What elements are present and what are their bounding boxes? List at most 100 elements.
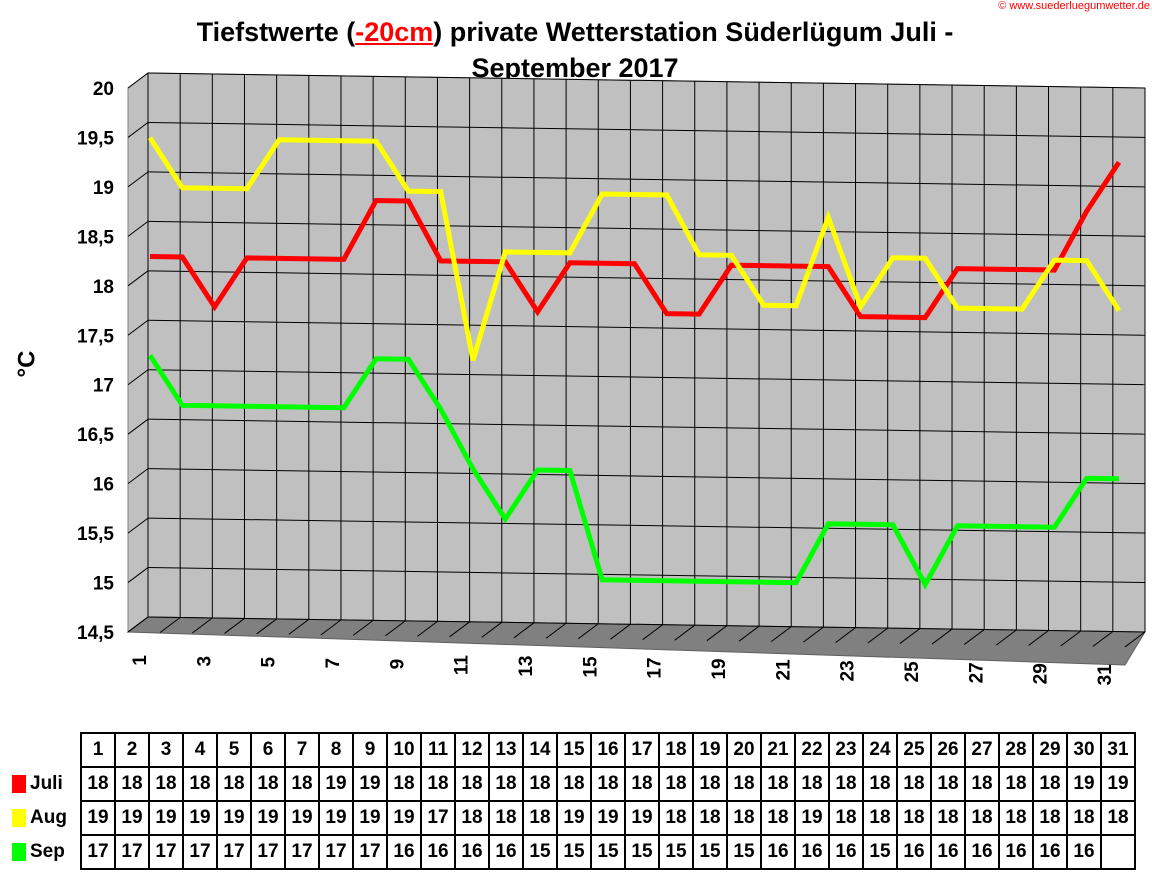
series-line-aug bbox=[147, 136, 1122, 361]
table-cell: 19 bbox=[148, 800, 184, 836]
table-cell: 18 bbox=[658, 800, 694, 836]
x-tick-label: 13 bbox=[516, 655, 537, 676]
table-cell: 16 bbox=[930, 834, 966, 870]
table-cell: 15 bbox=[522, 834, 558, 870]
table-cell: 18 bbox=[1066, 800, 1102, 836]
table-cell: 18 bbox=[114, 766, 150, 802]
table-cell: 19 bbox=[80, 800, 116, 836]
table-cell: 19 bbox=[590, 800, 626, 836]
legend-swatch bbox=[12, 842, 26, 861]
table-header-cell: 31 bbox=[1100, 732, 1136, 768]
table-header-row: 1 2 3 4 5 6 7 8 9 10 11 12 13 14 15 16 17 18 19 20 21 22 23 24 2… bbox=[8, 732, 1136, 768]
table-cell: 16 bbox=[794, 834, 830, 870]
table-cell: 19 bbox=[1100, 766, 1136, 802]
table-cell: 18 bbox=[1032, 800, 1068, 836]
floor-gridline bbox=[1028, 630, 1049, 646]
table-cell: 18 bbox=[828, 766, 864, 802]
table-cell: 19 bbox=[318, 766, 354, 802]
gridline bbox=[127, 220, 149, 237]
table-cell: 15 bbox=[726, 834, 762, 870]
table-cell: 18 bbox=[658, 766, 694, 802]
floor-gridline bbox=[513, 622, 535, 639]
table-cell: 16 bbox=[760, 834, 796, 870]
gridline bbox=[127, 122, 149, 138]
table-header-cell: 8 bbox=[318, 732, 354, 768]
gridline bbox=[147, 418, 1146, 435]
table-cell: 15 bbox=[556, 834, 592, 870]
table-cell: 15 bbox=[624, 834, 660, 870]
table-cell: 19 bbox=[386, 800, 422, 836]
gridline bbox=[147, 171, 1146, 188]
gridline bbox=[147, 567, 1146, 584]
table-cell: 18 bbox=[1100, 800, 1136, 836]
table-header-cell: 10 bbox=[386, 732, 422, 768]
table-cell bbox=[1100, 834, 1136, 870]
table-header-cell: 9 bbox=[352, 732, 388, 768]
floor-gridline bbox=[738, 625, 760, 642]
y-tick-label: 19,5 bbox=[77, 128, 114, 149]
x-tick-label: 9 bbox=[387, 659, 408, 670]
table-cell: 18 bbox=[930, 766, 966, 802]
floor-gridline bbox=[577, 623, 599, 640]
x-tick-label: 11 bbox=[452, 655, 473, 676]
table-cell: 17 bbox=[80, 834, 116, 870]
floor-gridline bbox=[931, 628, 953, 645]
x-tick-label: 17 bbox=[645, 657, 666, 678]
table-header-cell: 14 bbox=[522, 732, 558, 768]
floor-gridline bbox=[256, 618, 277, 635]
table-cell: 16 bbox=[1032, 834, 1068, 870]
table-cell: 18 bbox=[488, 766, 524, 802]
table-cell: 19 bbox=[1066, 766, 1102, 802]
back-wall bbox=[147, 72, 1146, 633]
gridline bbox=[127, 72, 149, 89]
table-cell: 19 bbox=[556, 800, 592, 836]
gridline bbox=[127, 171, 149, 188]
table-cell: 18 bbox=[760, 800, 796, 836]
legend-label: Sep bbox=[30, 841, 65, 862]
table-cell: 18 bbox=[148, 766, 184, 802]
floor-gridline bbox=[481, 621, 503, 638]
gridline bbox=[127, 517, 149, 534]
side-wall bbox=[127, 72, 149, 633]
table-cell: 18 bbox=[896, 766, 932, 802]
table-header-cell: 2 bbox=[114, 732, 150, 768]
table-header-cell: 19 bbox=[692, 732, 728, 768]
gridline bbox=[127, 468, 149, 485]
gridline bbox=[147, 369, 1146, 386]
floor-gridline bbox=[1124, 631, 1146, 648]
table-header-cell: 5 bbox=[216, 732, 252, 768]
table-cell: 17 bbox=[114, 834, 150, 870]
table-cell: 18 bbox=[590, 766, 626, 802]
floor-gridline bbox=[449, 621, 470, 638]
y-tick-label: 18 bbox=[93, 277, 114, 298]
floor-gridline bbox=[224, 618, 245, 634]
floor-gridline bbox=[320, 619, 342, 636]
table-cell: 18 bbox=[488, 800, 524, 836]
x-tick-label: 31 bbox=[1095, 664, 1116, 686]
table-cell: 19 bbox=[284, 800, 320, 836]
floor-gridline bbox=[288, 619, 310, 635]
table-header-cell: 28 bbox=[998, 732, 1034, 768]
floor-gridline bbox=[899, 628, 921, 644]
floor-gridline bbox=[770, 626, 792, 643]
y-tick-label: 17 bbox=[93, 376, 114, 397]
table-cell: 19 bbox=[216, 800, 252, 836]
x-tick-label: 15 bbox=[580, 656, 601, 678]
table-header-cell: 12 bbox=[454, 732, 490, 768]
y-tick-label: 15 bbox=[93, 574, 115, 595]
gridline bbox=[147, 72, 1146, 89]
table-cell: 15 bbox=[862, 834, 898, 870]
floor-gridline bbox=[127, 616, 149, 633]
table-cell: 16 bbox=[1066, 834, 1102, 870]
table-cell: 18 bbox=[454, 800, 490, 836]
table-cell: 16 bbox=[828, 834, 864, 870]
table-cell: 18 bbox=[828, 800, 864, 836]
gridline bbox=[127, 418, 149, 435]
table-cell: 15 bbox=[692, 834, 728, 870]
y-tick-label: 14,5 bbox=[77, 623, 114, 644]
floor-gridline bbox=[996, 629, 1017, 646]
table-cell: 18 bbox=[692, 800, 728, 836]
table-cell: 17 bbox=[420, 800, 456, 836]
gridline bbox=[147, 517, 1146, 534]
table-header-cell: 30 bbox=[1066, 732, 1102, 768]
